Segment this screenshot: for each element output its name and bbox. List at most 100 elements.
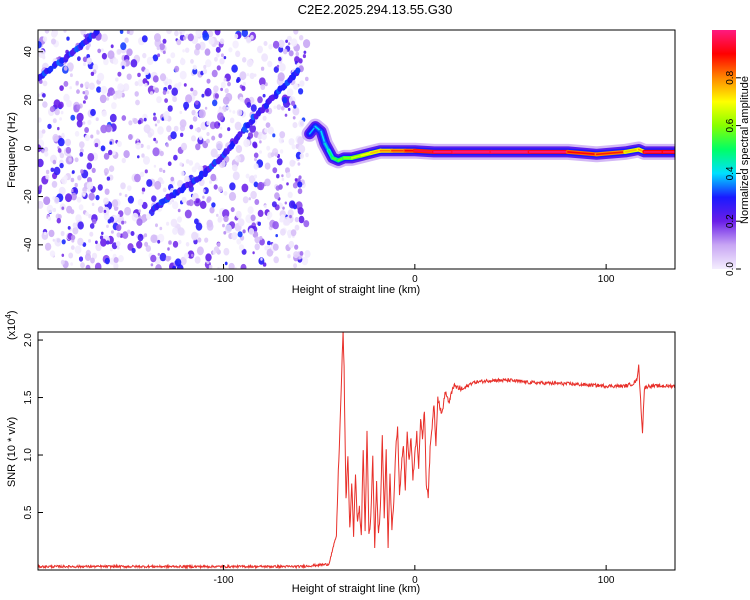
noise-speckle [136, 218, 143, 226]
noise-speckle [120, 60, 127, 69]
noise-speckle [290, 229, 297, 237]
noise-speckle [117, 83, 124, 92]
noise-speckle [65, 146, 72, 154]
noise-speckle [89, 231, 94, 237]
noise-speckle [179, 58, 186, 66]
noise-speckle [238, 218, 245, 227]
noise-speckle [287, 107, 291, 111]
noise-speckle [293, 83, 299, 90]
noise-speckle [111, 199, 119, 208]
noise-speckle [156, 119, 160, 124]
noise-speckle [206, 120, 210, 126]
colorbar-tick-label: 0.0 [725, 262, 736, 276]
noise-speckle [88, 82, 95, 90]
noise-speckle [106, 97, 110, 101]
noise-speckle [191, 109, 196, 116]
x-tick-label: 100 [598, 575, 615, 586]
noise-speckle [166, 221, 170, 226]
colorbar-tick-label: 0.4 [725, 166, 736, 180]
noise-speckle [68, 66, 73, 72]
noise-speckle [180, 132, 184, 137]
noise-speckle [250, 190, 257, 200]
noise-speckle [124, 220, 127, 224]
noise-speckle [180, 256, 187, 266]
noise-speckle [53, 99, 61, 108]
noise-speckle [222, 96, 230, 105]
noise-speckle [84, 95, 88, 100]
noise-speckle [90, 108, 96, 117]
noise-speckle [288, 50, 294, 57]
noise-speckle [291, 100, 296, 107]
noise-speckle [109, 141, 113, 145]
noise-speckle [198, 109, 206, 119]
noise-speckle [59, 85, 64, 91]
noise-speckle [70, 192, 77, 201]
noise-speckle [134, 81, 139, 87]
noise-speckle [167, 84, 172, 90]
noise-speckle [260, 257, 263, 261]
noise-speckle [154, 33, 161, 42]
noise-speckle [71, 170, 75, 174]
noise-speckle [136, 240, 143, 249]
noise-speckle [206, 197, 211, 203]
noise-speckle [137, 119, 142, 125]
noise-speckle [103, 209, 107, 213]
noise-speckle [137, 198, 144, 206]
noise-speckle [177, 208, 181, 213]
noise-speckle [215, 140, 223, 150]
noise-speckle [267, 240, 271, 246]
noise-speckle [232, 171, 240, 181]
noise-speckle [121, 65, 125, 70]
noise-speckle [96, 86, 102, 93]
noise-speckle [273, 105, 277, 110]
y-tick-label: 20 [23, 94, 34, 106]
noise-speckle [297, 207, 304, 215]
noise-speckle [252, 231, 259, 238]
track-layer [38, 30, 301, 213]
noise-speckle [297, 188, 303, 195]
noise-speckle [157, 53, 161, 58]
noise-speckle [272, 40, 280, 49]
noise-speckle [76, 104, 81, 110]
noise-speckle [262, 93, 266, 98]
colorbar-gradient [712, 30, 736, 269]
noise-speckle [202, 189, 206, 193]
noise-speckle [154, 180, 162, 190]
noise-speckle [267, 60, 273, 68]
x-tick-label: -100 [214, 274, 234, 285]
noise-speckle [79, 148, 84, 154]
noise-speckle [252, 251, 255, 255]
noise-speckle [257, 45, 263, 54]
track-blob [48, 65, 54, 73]
noise-speckle [130, 231, 135, 236]
noise-speckle [157, 126, 164, 135]
noise-speckle [217, 112, 224, 121]
noise-speckle [42, 80, 48, 87]
noise-speckle [278, 184, 283, 190]
noise-speckle [153, 112, 156, 116]
noise-speckle [242, 196, 249, 204]
noise-speckle [155, 264, 162, 269]
noise-speckle [63, 80, 69, 87]
noise-speckle [110, 44, 114, 49]
noise-speckle [224, 261, 228, 266]
noise-speckle [298, 144, 306, 154]
noise-speckle [38, 49, 46, 58]
noise-speckle [266, 145, 271, 151]
noise-speckle [157, 239, 161, 244]
noise-speckle [172, 201, 179, 210]
noise-speckle [54, 108, 60, 116]
noise-speckle [100, 145, 106, 152]
noise-speckle [60, 259, 65, 265]
noise-speckle [101, 231, 104, 235]
figure-title: C2E2.2025.294.13.55.G30 [297, 2, 453, 17]
noise-speckle [298, 88, 304, 95]
noise-speckle [44, 242, 52, 251]
y-tick-label: 1.0 [23, 448, 34, 462]
noise-speckle [139, 171, 145, 178]
noise-speckle [159, 43, 165, 51]
noise-speckle [295, 51, 300, 57]
noise-speckle [253, 174, 258, 179]
noise-speckle [220, 126, 223, 130]
noise-speckle [116, 140, 122, 147]
